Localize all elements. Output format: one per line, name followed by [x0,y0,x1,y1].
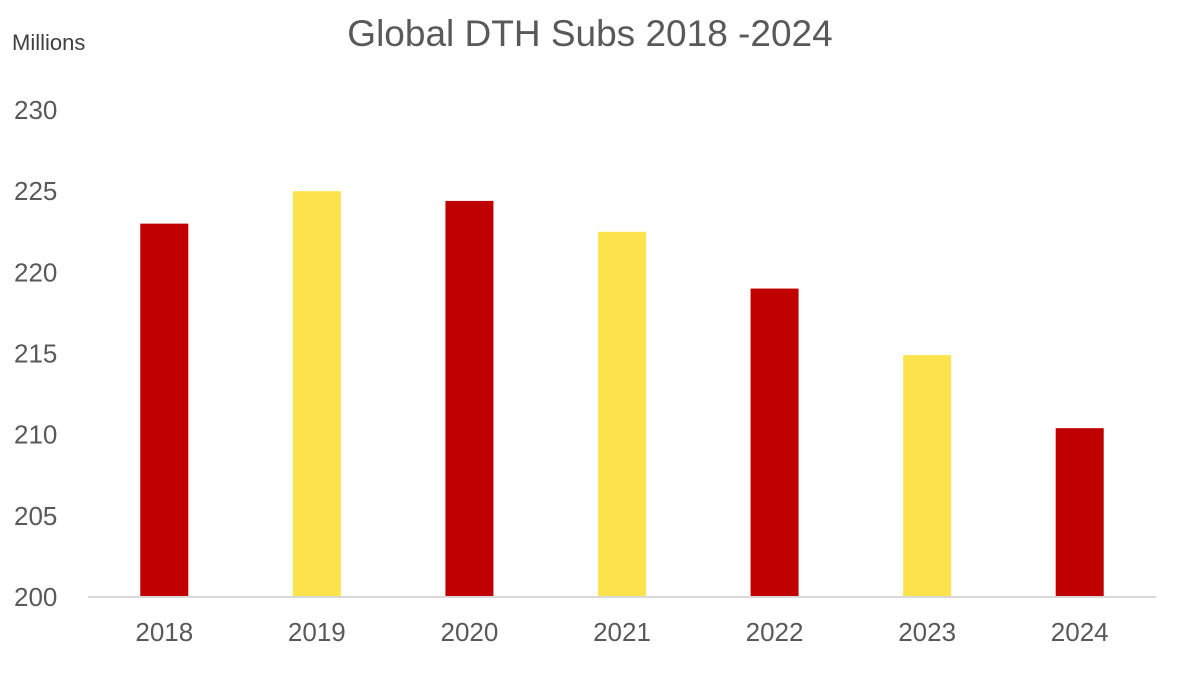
x-tick-label: 2022 [746,617,804,647]
x-tick-label: 2018 [135,617,193,647]
bar-2021 [598,231,646,597]
bar-2024 [1055,428,1104,597]
x-tick-label: 2023 [898,617,956,647]
bar-2019 [292,191,341,597]
bar-2022 [750,288,799,597]
y-tick-label: 225 [14,176,57,206]
x-axis-ticks: 2018 2019 2020 2021 2022 2023 2024 [135,617,1108,647]
y-tick-label: 205 [14,501,57,531]
x-tick-label: 2024 [1051,617,1109,647]
y-tick-label: 210 [14,420,57,450]
bars [140,191,1104,597]
chart-title: Global DTH Subs 2018 -2024 [347,13,832,54]
bar-2020 [445,200,494,597]
x-tick-label: 2020 [441,617,499,647]
y-unit-label: Millions [12,30,85,55]
y-tick-label: 230 [14,95,57,125]
y-axis-ticks: 200 205 210 215 220 225 230 [14,95,57,612]
y-tick-label: 220 [14,257,57,287]
y-tick-label: 215 [14,339,57,369]
bar-2023 [903,355,952,597]
x-tick-label: 2021 [593,617,651,647]
y-tick-label: 200 [14,582,57,612]
bar-2018 [140,223,189,597]
x-tick-label: 2019 [288,617,346,647]
